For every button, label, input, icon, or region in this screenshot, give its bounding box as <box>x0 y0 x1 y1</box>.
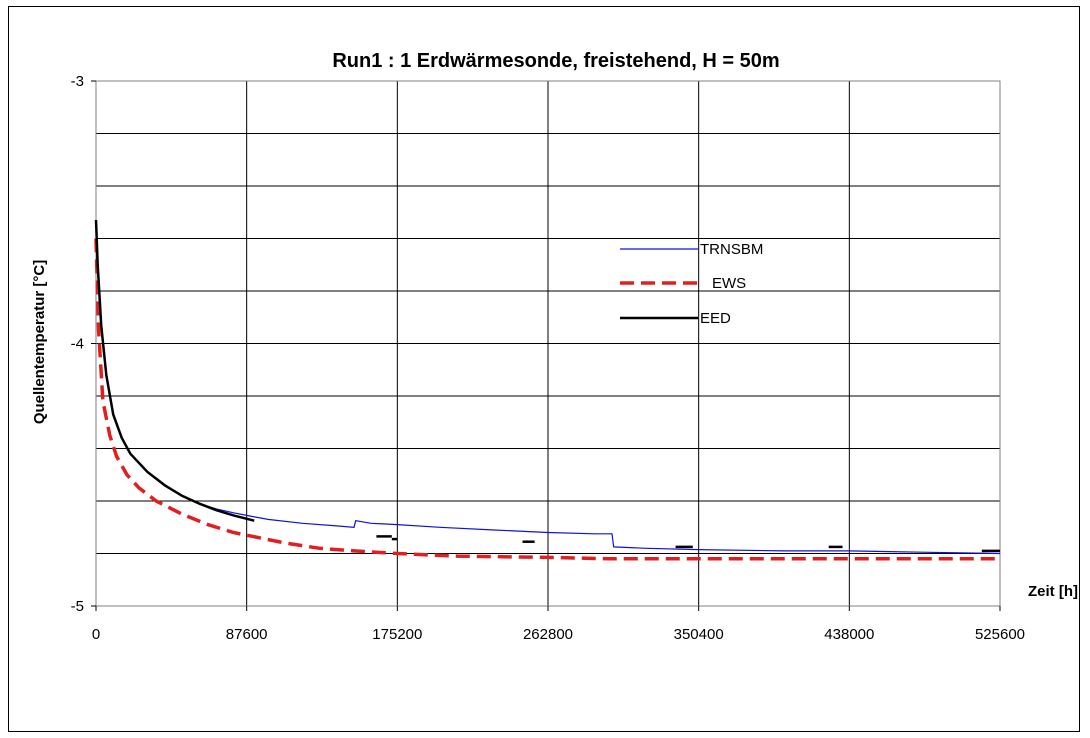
x-tick-label: 175200 <box>372 626 422 643</box>
x-axis-ticks: 0 87600 175200 262800 350400 438000 525600 <box>92 606 1025 643</box>
legend-label-ews: EWS <box>712 275 746 292</box>
legend-label-trnsbm: TRNSBM <box>700 241 763 258</box>
y-tick-label: -5 <box>71 598 84 615</box>
x-axis-label: Zeit [h] <box>1028 583 1078 600</box>
series-lines <box>94 220 1001 561</box>
x-tick-label: 0 <box>92 626 100 643</box>
x-tick-label: 87600 <box>226 626 268 643</box>
y-tick-label: -4 <box>71 336 84 353</box>
x-tick-label: 350400 <box>674 626 724 643</box>
chart-frame <box>8 6 1080 732</box>
y-axis-ticks: -3 -4 -5 <box>71 73 96 615</box>
legend-label-eed: EED <box>700 310 731 327</box>
y-tick-label: -3 <box>71 73 84 90</box>
x-tick-label: 525600 <box>975 626 1025 643</box>
x-tick-label: 262800 <box>523 626 573 643</box>
grid-lines <box>96 81 1000 606</box>
legend: TRNSBM EWS EED <box>620 241 763 327</box>
x-tick-label: 438000 <box>824 626 874 643</box>
chart-title: Run1 : 1 Erdwärmesonde, freistehend, H =… <box>332 50 779 72</box>
y-axis-label: Quellentemperatur [°C] <box>31 260 48 424</box>
series-line-eed <box>94 220 255 522</box>
